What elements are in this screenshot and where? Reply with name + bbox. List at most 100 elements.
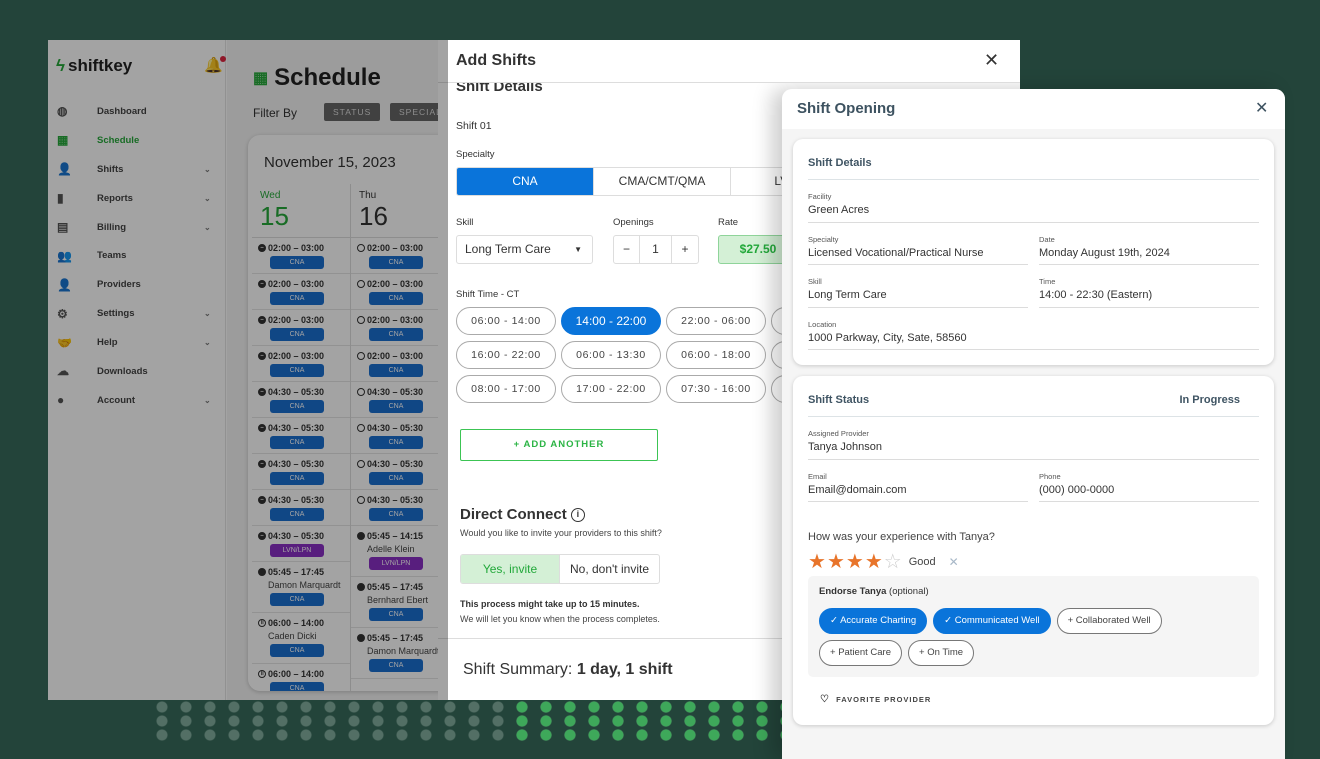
- shift-entry[interactable]: 04:30 – 05:30 CNA: [351, 454, 448, 490]
- star-filled-icon[interactable]: ★: [845, 551, 864, 573]
- shift-time: 04:30 – 05:30: [357, 495, 445, 505]
- provider-name: Damon Marquardt: [367, 646, 440, 656]
- shift-entry[interactable]: 02:00 – 03:00 CNA: [351, 310, 448, 346]
- notification-bell-icon[interactable]: 🔔: [204, 56, 226, 74]
- card-title: Shift Details: [808, 139, 1259, 180]
- shift-status-card: Shift Status In Progress Assigned Provide…: [793, 376, 1274, 725]
- shift-entry[interactable]: –02:00 – 03:00 CNA: [252, 346, 350, 382]
- sidebar-item-account[interactable]: ● Account ⌄: [48, 386, 226, 415]
- no-invite-button[interactable]: No, don't invite: [569, 562, 649, 576]
- gears-icon: ⚙: [57, 306, 68, 321]
- skill-select[interactable]: Long Term Care ▼: [456, 235, 593, 264]
- sidebar-item-dashboard[interactable]: ◍ Dashboard: [48, 97, 226, 126]
- decrement-button[interactable]: −: [614, 236, 640, 263]
- shift-time-option[interactable]: 22:00 - 06:00: [666, 307, 766, 335]
- add-another-button[interactable]: + ADD ANOTHER: [460, 429, 658, 461]
- shift-entry[interactable]: 05:45 – 14:15 Adelle Klein LVN/LPN: [351, 526, 448, 577]
- shift-time-option[interactable]: 06:00 - 18:00: [666, 341, 766, 369]
- shift-time-option[interactable]: 17:00 - 22:00: [561, 375, 661, 403]
- shift-entry[interactable]: 04:30 – 05:30 CNA: [351, 418, 448, 454]
- yes-invite-button[interactable]: Yes, invite: [461, 555, 560, 583]
- open-circle-icon: [357, 352, 365, 360]
- shift-entry[interactable]: –04:30 – 05:30 CNA: [252, 382, 350, 418]
- sidebar-item-teams[interactable]: 👥 Teams: [48, 241, 226, 270]
- shift-summary: Shift Summary: 1 day, 1 shift: [438, 638, 1020, 679]
- shift-time-option[interactable]: 08:00 - 17:00: [456, 375, 556, 403]
- day-header[interactable]: Thu 16: [351, 184, 448, 238]
- sidebar-item-providers[interactable]: 👤 Providers: [48, 270, 226, 299]
- shift-entry[interactable]: 05:45 – 17:45 Damon Marquardt CNA: [351, 628, 448, 679]
- shift-time-option[interactable]: 14:00 - 22:00: [561, 307, 661, 335]
- filter-specialty-button[interactable]: SPECIALTY: [390, 103, 448, 121]
- sidebar-item-help[interactable]: 🤝 Help ⌄: [48, 328, 226, 357]
- logo[interactable]: ϟ shiftkey: [56, 56, 133, 75]
- shift-entry[interactable]: –04:30 – 05:30 LVN/LPN: [252, 526, 350, 562]
- shift-time: 05:45 – 17:45: [258, 567, 346, 577]
- sidebar-item-downloads[interactable]: ☁ Downloads: [48, 357, 226, 386]
- endorsement-chip[interactable]: + On Time: [908, 640, 975, 666]
- invite-toggle: Yes, invite No, don't invite: [460, 554, 660, 584]
- schedule-main: ▦Schedule Filter By STATUS SPECIALTY Nov…: [227, 40, 448, 700]
- provider-name: Bernhard Ebert: [367, 595, 429, 605]
- sidebar-item-settings[interactable]: ⚙ Settings ⌄: [48, 299, 226, 328]
- openings-value[interactable]: 1: [640, 236, 672, 263]
- star-empty-icon[interactable]: ☆: [883, 551, 902, 573]
- endorsement-chip[interactable]: ✓ Accurate Charting: [819, 608, 928, 634]
- star-filled-icon[interactable]: ★: [808, 551, 826, 573]
- specialty-option[interactable]: CMA/CMT/QMA: [594, 168, 731, 195]
- specialty-option[interactable]: CNA: [457, 168, 594, 195]
- increment-button[interactable]: +: [681, 242, 689, 256]
- shift-entry[interactable]: ॥ 06:00 – 14:00 Caden Dicki CNA: [252, 613, 350, 664]
- star-filled-icon[interactable]: ★: [864, 551, 883, 573]
- shift-entry[interactable]: –02:00 – 03:00 CNA: [252, 238, 350, 274]
- shift-time-text: 04:30 – 05:30: [367, 459, 424, 469]
- specialty-badge: CNA: [369, 608, 423, 621]
- shift-entry[interactable]: –04:30 – 05:30 CNA: [252, 418, 350, 454]
- favorite-provider-button[interactable]: ♡ FAVORITE PROVIDER: [820, 694, 932, 705]
- shift-entry[interactable]: 04:30 – 05:30 CNA: [351, 490, 448, 526]
- day-header[interactable]: Wed 15: [252, 184, 350, 238]
- provider-icon: 👤: [57, 277, 72, 292]
- check-icon: ✓: [830, 615, 841, 626]
- sidebar: ϟ shiftkey 🔔 ◍ Dashboard ▦ Schedule 👤 Shifts ⌄ ▮…: [48, 40, 226, 700]
- clear-rating-icon[interactable]: ✕: [948, 555, 959, 569]
- shift-entry[interactable]: 05:45 – 17:45 Damon Marquardt CNA: [252, 562, 350, 613]
- shift-entry[interactable]: 02:00 – 03:00 CNA: [351, 274, 448, 310]
- specialty-badge: CNA: [369, 508, 423, 521]
- endorsement-chip[interactable]: + Patient Care: [819, 640, 902, 666]
- modal-backdrop[interactable]: [48, 40, 448, 700]
- shift-time-option[interactable]: 06:00 - 14:00: [456, 307, 556, 335]
- shift-entry[interactable]: –02:00 – 03:00 CNA: [252, 310, 350, 346]
- endorsement-chip[interactable]: ✓ Communicated Well: [933, 608, 1051, 634]
- open-circle-icon: [357, 496, 365, 504]
- specialty-badge: CNA: [369, 256, 423, 269]
- close-icon[interactable]: ✕: [1255, 100, 1269, 117]
- endorsement-chip[interactable]: + Collaborated Well: [1056, 608, 1162, 634]
- specialty-badge: CNA: [270, 292, 324, 305]
- sidebar-item-shifts[interactable]: 👤 Shifts ⌄: [48, 155, 226, 184]
- day-column: Thu 16 02:00 – 03:00 CNA 02:00 – 03:00 CNA 02:…: [351, 184, 448, 691]
- shift-entry[interactable]: –04:30 – 05:30 CNA: [252, 490, 350, 526]
- info-icon[interactable]: i: [570, 508, 585, 522]
- chip-label: On Time: [927, 647, 964, 658]
- shift-entry[interactable]: –04:30 – 05:30 CNA: [252, 454, 350, 490]
- shift-time-option[interactable]: 06:00 - 13:30: [561, 341, 661, 369]
- sidebar-item-schedule[interactable]: ▦ Schedule: [48, 126, 226, 155]
- sidebar-item-reports[interactable]: ▮ Reports ⌄: [48, 184, 226, 213]
- shift-entry[interactable]: 04:30 – 05:30 CNA: [351, 382, 448, 418]
- shift-entry[interactable]: ॥ 06:00 – 14:00 CNA: [252, 664, 350, 691]
- close-icon[interactable]: ✕: [984, 50, 1000, 70]
- shift-entry[interactable]: 02:00 – 03:00 CNA: [351, 346, 448, 382]
- shift-time-text: 02:00 – 03:00: [268, 243, 325, 253]
- sidebar-item-label: Account: [97, 394, 135, 406]
- shift-time-option[interactable]: 07:30 - 16:00: [666, 375, 766, 403]
- specialty-badge: CNA: [270, 644, 324, 657]
- shift-entry[interactable]: –02:00 – 03:00 CNA: [252, 274, 350, 310]
- shift-time-text: 05:45 – 17:45: [367, 582, 424, 592]
- shift-entry[interactable]: 02:00 – 03:00 CNA: [351, 238, 448, 274]
- filter-status-button[interactable]: STATUS: [324, 103, 381, 121]
- shift-time-option[interactable]: 16:00 - 22:00: [456, 341, 556, 369]
- shift-entry[interactable]: 05:45 – 17:45 Bernhard Ebert CNA: [351, 577, 448, 628]
- star-filled-icon[interactable]: ★: [826, 551, 845, 573]
- sidebar-item-billing[interactable]: ▤ Billing ⌄: [48, 213, 226, 242]
